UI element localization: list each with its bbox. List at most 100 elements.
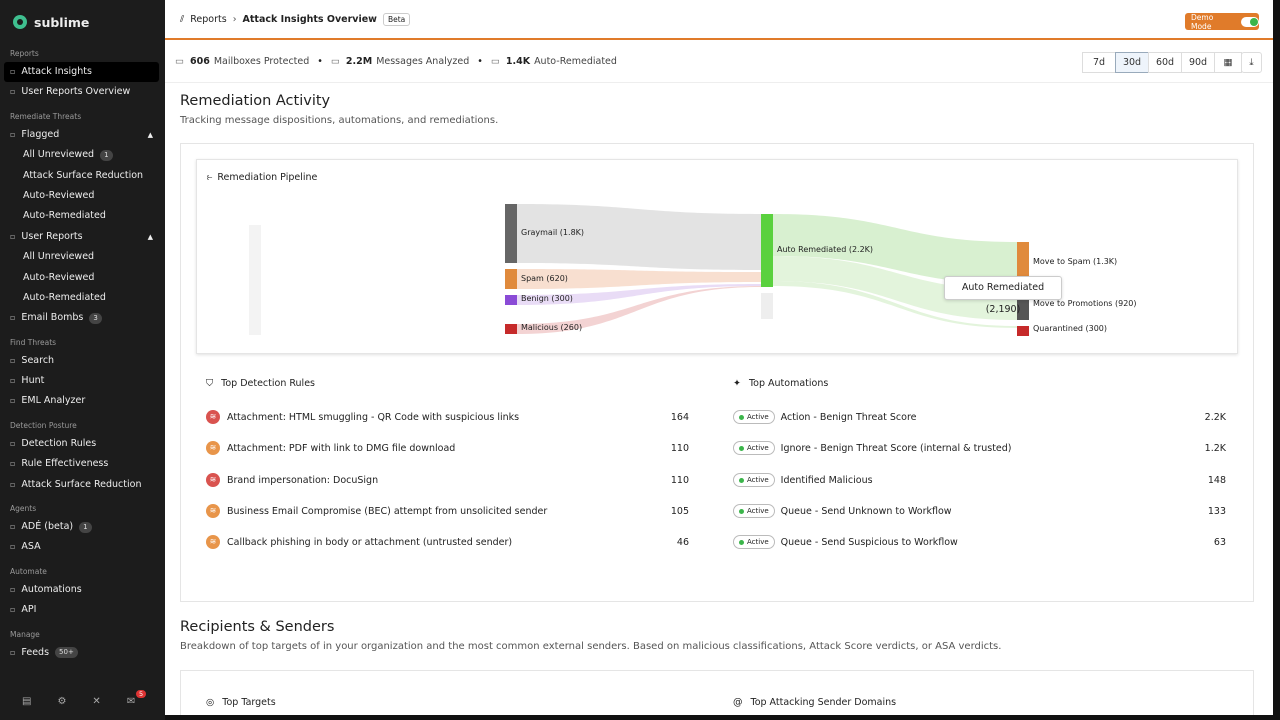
calendar-button[interactable]: ▦ bbox=[1214, 52, 1242, 73]
nav-item[interactable]: ▫ Attack Surface Reduction bbox=[0, 475, 165, 495]
nav-label: Auto-Remediated bbox=[23, 291, 106, 303]
range-button[interactable]: 7d bbox=[1082, 52, 1116, 73]
nav-subitem[interactable]: All Unreviewed 1 bbox=[0, 145, 165, 165]
node bbox=[1017, 242, 1029, 284]
automation-row[interactable]: Active Identified Malicious 148 bbox=[733, 472, 1226, 488]
nav-subitem[interactable]: Attack Surface Reduction bbox=[0, 166, 165, 186]
domains-title: Top Attacking Sender Domains bbox=[750, 697, 897, 708]
flow bbox=[773, 256, 1017, 320]
status-badge: Active bbox=[733, 473, 775, 487]
nav-item[interactable]: ▫ Search bbox=[0, 351, 165, 371]
section-title: Reports bbox=[10, 49, 39, 58]
nav-subitem[interactable]: Auto-Reviewed bbox=[0, 268, 165, 288]
section-title: Agents bbox=[10, 504, 37, 514]
tooltip: Auto Remediated (2,190) bbox=[944, 276, 1062, 315]
nav-item[interactable]: ▫ Attack Insights bbox=[4, 62, 159, 83]
rule-row[interactable]: ≋ Callback phishing in body or attachment… bbox=[206, 534, 689, 550]
range-button[interactable]: 90d bbox=[1181, 52, 1215, 73]
nav-subitem[interactable]: Auto-Remediated bbox=[0, 206, 165, 226]
nav-item[interactable]: ▫ Detection Rules bbox=[0, 434, 165, 454]
range-button[interactable]: 30d bbox=[1115, 52, 1149, 73]
rule-row[interactable]: ≋ Brand impersonation: DocuSign 110 bbox=[206, 472, 689, 488]
rule-row[interactable]: ≋ Attachment: HTML smuggling - QR Code wi… bbox=[206, 409, 689, 425]
section-title: Manage bbox=[10, 629, 40, 639]
nav-item[interactable]: ▫ ASA bbox=[0, 537, 165, 557]
nav-item[interactable]: ▫ Email Bombs 3 bbox=[0, 308, 165, 328]
icon[interactable]: ✕ bbox=[92, 696, 101, 707]
severity-icon: ≋ bbox=[206, 504, 220, 518]
automation-row[interactable]: Active Action - Benign Threat Score 2.2K bbox=[733, 409, 1226, 425]
stat-label: Mailboxes Protected bbox=[213, 56, 310, 67]
node bbox=[761, 214, 773, 287]
nav-item[interactable]: ▫ ADÉ (beta) 1 bbox=[0, 517, 165, 537]
flow bbox=[517, 204, 761, 270]
targets-title: Top Targets bbox=[222, 697, 276, 708]
flow bbox=[517, 284, 761, 305]
download-button[interactable]: ⤓ bbox=[1241, 52, 1262, 73]
stat-icon: ▭ bbox=[175, 56, 184, 67]
node-label: Move to Spam (1.3K) bbox=[1033, 257, 1118, 266]
nav-item[interactable]: ▫ User Reports Overview bbox=[0, 82, 165, 102]
nav-item[interactable]: ▫ Feeds 50+ bbox=[0, 643, 165, 663]
nav-label: Attack Surface Reduction bbox=[23, 169, 144, 181]
nav-label: Search bbox=[21, 354, 55, 366]
notification-badge: 5 bbox=[136, 690, 147, 698]
nav-label: Auto-Reviewed bbox=[23, 189, 95, 201]
section-title: Remediation Activity bbox=[180, 93, 331, 109]
rule-count: 110 bbox=[670, 442, 689, 454]
severity-icon: ≋ bbox=[206, 410, 220, 424]
nav-item[interactable]: ▫ API bbox=[0, 600, 165, 620]
automation-row[interactable]: Active Queue - Send Suspicious to Workflo… bbox=[733, 534, 1226, 550]
nav-label: Email Bombs bbox=[21, 312, 84, 324]
demo-label: Demo Mode bbox=[1191, 12, 1214, 31]
shield-icon: ⛉ bbox=[206, 378, 214, 389]
rule-name: Attachment: PDF with link to DMG file do… bbox=[227, 442, 456, 454]
status-dot bbox=[739, 477, 744, 483]
nav-icon: ▫ bbox=[10, 605, 16, 615]
icon[interactable]: ✉ bbox=[126, 696, 136, 707]
automation-row[interactable]: Active Queue - Send Unknown to Workflow 13… bbox=[733, 503, 1226, 519]
nav-icon: ▫ bbox=[10, 376, 16, 386]
stat-icon: ▭ bbox=[490, 56, 500, 67]
nav-item[interactable]: ▫ Rule Effectiveness bbox=[0, 454, 165, 474]
nav-label: Attack Surface Reduction bbox=[21, 478, 142, 490]
stat-icon: ▭ bbox=[330, 56, 340, 67]
nav-subitem[interactable]: All Unreviewed bbox=[0, 247, 165, 267]
stat-label: Messages Analyzed bbox=[376, 56, 470, 67]
node-label: Auto Remediated (2.2K) bbox=[777, 245, 874, 254]
at-icon: @ bbox=[733, 697, 743, 708]
rule-row[interactable]: ≋ Business Email Compromise (BEC) attempt… bbox=[206, 503, 689, 519]
node-label: Malicious (260) bbox=[521, 323, 583, 332]
footer-icons: ▤ ⚙ ✕ ✉ bbox=[22, 696, 135, 707]
status-badge: Active bbox=[733, 504, 775, 518]
nav-item[interactable]: ▫ Hunt bbox=[0, 371, 165, 391]
automation-name: Identified Malicious bbox=[780, 474, 873, 486]
breadcrumb[interactable]: Reports bbox=[190, 14, 227, 25]
target-icon: ◎ bbox=[206, 697, 215, 708]
page-title: Attack Insights Overview bbox=[242, 14, 377, 25]
icon[interactable]: ⚙ bbox=[57, 696, 67, 707]
nav-item[interactable]: ▫ User Reports ▲ bbox=[0, 227, 165, 247]
demo-toggle[interactable]: Demo Mode bbox=[1185, 12, 1259, 31]
nav-icon: ▫ bbox=[10, 231, 16, 241]
automation-row[interactable]: Active Ignore - Benign Threat Score (inte… bbox=[733, 440, 1226, 456]
node-label: Spam (620) bbox=[521, 274, 568, 283]
rules-title: Top Detection Rules bbox=[221, 378, 315, 389]
nav-subitem[interactable]: Auto-Reviewed bbox=[0, 186, 165, 206]
icon[interactable]: ▤ bbox=[22, 696, 32, 707]
rule-row[interactable]: ≋ Attachment: PDF with link to DMG file d… bbox=[206, 440, 689, 456]
nav-item[interactable]: ▫ Automations bbox=[0, 580, 165, 600]
range-picker: 7d 30d 60d 90d ▦ bbox=[1082, 52, 1242, 73]
nav-item[interactable]: ▫ Flagged ▲ bbox=[0, 125, 165, 145]
nav-item[interactable]: ▫ EML Analyzer bbox=[0, 391, 165, 411]
logo bbox=[13, 15, 27, 29]
rule-name: Attachment: HTML smuggling - QR Code wit… bbox=[227, 411, 520, 423]
automation-name: Ignore - Benign Threat Score (internal &… bbox=[780, 442, 1012, 454]
rule-count: 164 bbox=[670, 411, 689, 423]
rule-name: Business Email Compromise (BEC) attempt … bbox=[227, 505, 548, 517]
nav-subitem[interactable]: Auto-Remediated bbox=[0, 288, 165, 308]
range-button[interactable]: 60d bbox=[1148, 52, 1182, 73]
node-label: Move to Promotions (920) bbox=[1033, 299, 1137, 308]
section-title: Detection Posture bbox=[10, 420, 77, 430]
